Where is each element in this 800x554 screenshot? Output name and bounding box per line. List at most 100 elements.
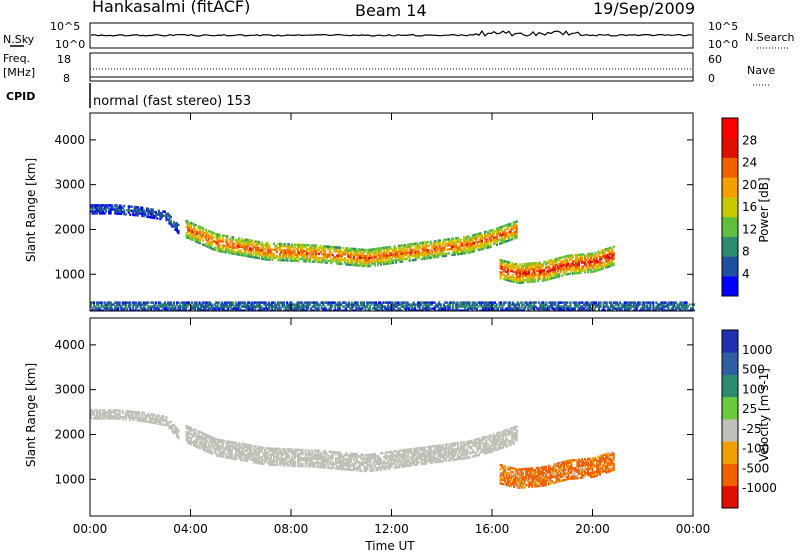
data-cell — [399, 250, 402, 253]
data-cell — [322, 303, 325, 306]
data-cell — [363, 457, 366, 461]
data-cell — [241, 237, 244, 241]
data-cell — [398, 451, 401, 455]
data-cell — [133, 207, 136, 211]
data-cell — [508, 223, 511, 226]
data-cell — [343, 454, 346, 457]
data-cell — [661, 307, 664, 310]
data-cell — [434, 247, 437, 251]
data-cell — [428, 244, 431, 248]
data-cell — [535, 261, 538, 265]
data-cell — [494, 238, 497, 241]
data-cell — [378, 253, 381, 256]
data-cell — [237, 303, 240, 306]
data-cell — [168, 216, 171, 219]
data-cell — [570, 264, 573, 267]
data-cell — [292, 462, 295, 465]
data-cell — [684, 309, 687, 312]
data-cell — [381, 464, 384, 467]
data-cell — [254, 305, 257, 308]
data-cell — [123, 208, 126, 212]
data-cell — [611, 305, 614, 308]
data-cell — [348, 468, 351, 471]
data-cell — [342, 250, 345, 254]
data-cell — [372, 252, 375, 255]
data-cell — [322, 251, 325, 254]
data-cell — [602, 267, 605, 270]
noise-tick-high-right: 10^5 — [708, 20, 738, 33]
data-cell — [593, 256, 596, 259]
data-cell — [218, 440, 221, 444]
data-cell — [364, 453, 367, 457]
data-cell — [177, 231, 180, 235]
data-cell — [200, 307, 203, 310]
data-cell — [242, 309, 245, 312]
data-cell — [288, 448, 291, 451]
data-cell — [151, 208, 154, 211]
data-cell — [315, 254, 318, 257]
data-cell — [168, 218, 171, 221]
data-cell — [168, 220, 171, 223]
data-cell — [646, 303, 649, 306]
data-cell — [667, 309, 670, 312]
data-cell — [398, 258, 401, 262]
data-cell — [244, 457, 247, 460]
data-cell — [602, 265, 605, 268]
data-cell — [203, 445, 206, 448]
data-cell — [328, 303, 331, 306]
data-cell — [507, 267, 510, 270]
data-cell — [361, 305, 364, 308]
data-cell — [135, 417, 138, 420]
data-cell — [215, 444, 218, 447]
data-cell — [360, 256, 363, 259]
data-cell — [569, 307, 572, 310]
data-cell — [522, 309, 525, 312]
data-cell — [358, 307, 361, 310]
data-cell — [174, 429, 177, 432]
data-cell — [408, 307, 411, 310]
data-cell — [528, 305, 531, 308]
data-cell — [351, 263, 354, 267]
data-cell — [413, 242, 416, 246]
data-cell — [346, 468, 349, 471]
data-cell — [249, 305, 252, 308]
data-cell — [260, 247, 263, 250]
data-cell — [193, 233, 196, 236]
data-cell — [305, 301, 308, 304]
data-cell — [322, 309, 325, 312]
data-cell — [265, 455, 268, 458]
data-cell — [266, 248, 269, 251]
data-cell — [392, 253, 395, 256]
data-cell — [511, 262, 514, 265]
data-cell — [516, 269, 519, 272]
data-cell — [209, 244, 212, 248]
data-cell — [414, 256, 417, 259]
data-cell — [340, 465, 343, 469]
data-cell — [210, 303, 213, 306]
data-cell — [597, 254, 600, 258]
data-cell — [400, 301, 403, 304]
data-cell — [292, 307, 295, 310]
data-cell — [268, 254, 271, 257]
data-cell — [254, 307, 257, 310]
data-cell — [301, 243, 304, 247]
data-cell — [197, 438, 200, 441]
data-cell — [205, 230, 208, 233]
data-cell — [278, 307, 281, 310]
data-cell — [233, 252, 236, 255]
data-cell — [501, 271, 504, 274]
data-cell — [298, 456, 301, 460]
data-cell — [171, 305, 174, 308]
data-cell — [292, 247, 295, 250]
data-cell — [652, 307, 655, 310]
data-cell — [252, 309, 255, 312]
data-cell — [515, 305, 518, 308]
data-cell — [100, 210, 103, 213]
data-cell — [456, 253, 459, 256]
data-cell — [283, 249, 286, 252]
data-cell — [605, 248, 608, 251]
data-cell — [374, 301, 377, 304]
data-cell — [205, 441, 208, 444]
data-cell — [497, 232, 500, 236]
data-cell — [278, 461, 281, 465]
